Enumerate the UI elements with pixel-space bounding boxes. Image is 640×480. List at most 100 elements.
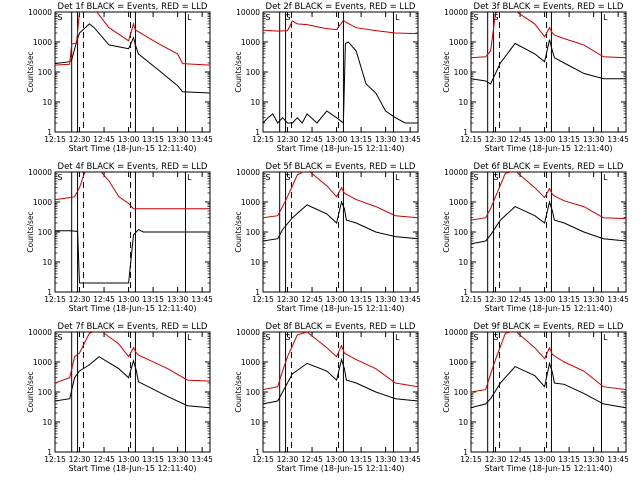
y-tick-label: 100: [454, 228, 469, 237]
y-tick-label: 10: [458, 258, 468, 267]
x-tick-label: 13:45: [191, 455, 213, 464]
x-tick-label: 13:30: [375, 135, 397, 144]
x-tick-label: 12:45: [93, 135, 115, 144]
x-tick-label: 12:30: [69, 455, 91, 464]
y-tick-label: 10000: [444, 8, 468, 17]
interval-marker: L: [395, 13, 400, 22]
y-tick-label: 1000: [449, 358, 468, 367]
panel-det-6: Det 6f BLACK = Events, RED = LLD 1 10 100 10…: [442, 162, 629, 313]
interval-marker: S: [265, 333, 270, 342]
y-tick-label: 1000: [241, 38, 260, 47]
interval-marker: S: [57, 333, 62, 342]
y-tick-label: 1: [255, 288, 260, 297]
y-tick-label: 10: [458, 98, 468, 107]
panel-title: Det 6f BLACK = Events, RED = LLD: [474, 162, 624, 172]
x-tick-label: 13:15: [350, 295, 372, 304]
series-lld: [263, 172, 418, 219]
x-tick-label: 12:45: [509, 455, 531, 464]
panel-title: Det 1f BLACK = Events, RED = LLD: [58, 2, 208, 12]
y-tick-label: 10000: [236, 328, 260, 337]
x-tick-label: 13:00: [326, 455, 348, 464]
y-axis-label: Counts/sec: [234, 371, 243, 412]
interval-marker: L: [187, 13, 192, 22]
y-axis-label: Counts/sec: [26, 371, 35, 412]
x-tick-label: 13:30: [375, 295, 397, 304]
x-tick-label: 13:45: [399, 295, 421, 304]
interval-marker: S: [265, 173, 270, 182]
interval-marker: S: [473, 333, 478, 342]
x-tick-label: 13:45: [191, 295, 213, 304]
x-tick-label: 13:30: [375, 455, 397, 464]
y-tick-label: 100: [38, 228, 53, 237]
x-tick-label: 12:45: [93, 295, 115, 304]
interval-marker: S: [473, 173, 478, 182]
panel-title: Det 7f BLACK = Events, RED = LLD: [58, 322, 208, 332]
y-tick-label: 10000: [236, 8, 260, 17]
panel-det-7: Det 7f BLACK = Events, RED = LLD 1 10 100 10…: [26, 322, 213, 473]
interval-marker: G: [492, 173, 498, 182]
x-tick-label: 12:45: [301, 455, 323, 464]
interval-marker: G: [492, 13, 498, 22]
interval-marker: L: [603, 173, 608, 182]
y-tick-label: 10000: [236, 168, 260, 177]
x-axis-label: Start Time (18-Jun-15 12:11:40): [69, 464, 197, 473]
y-tick-label: 100: [246, 68, 261, 77]
y-tick-label: 100: [38, 68, 53, 77]
series-events: [471, 39, 626, 85]
x-axis-label: Start Time (18-Jun-15 12:11:40): [277, 464, 405, 473]
x-axis-label: Start Time (18-Jun-15 12:11:40): [69, 144, 197, 153]
x-tick-label: 13:45: [399, 135, 421, 144]
x-tick-label: 13:15: [142, 135, 164, 144]
y-tick-label: 10000: [28, 168, 52, 177]
x-tick-label: 13:00: [326, 295, 348, 304]
plot-frame: [262, 331, 419, 453]
x-tick-label: 12:30: [277, 135, 299, 144]
y-tick-label: 1000: [449, 198, 468, 207]
x-tick-label: 13:30: [583, 455, 605, 464]
x-tick-label: 12:15: [252, 295, 274, 304]
y-axis-label: Counts/sec: [26, 51, 35, 92]
x-axis-label: Start Time (18-Jun-15 12:11:40): [485, 464, 613, 473]
interval-marker: L: [603, 13, 608, 22]
y-tick-label: 1: [463, 448, 468, 457]
x-axis-label: Start Time (18-Jun-15 12:11:40): [277, 144, 405, 153]
x-axis-label: Start Time (18-Jun-15 12:11:40): [485, 144, 613, 153]
y-tick-label: 1: [463, 288, 468, 297]
y-tick-label: 100: [246, 228, 261, 237]
interval-marker: G: [284, 13, 290, 22]
x-tick-label: 13:00: [534, 455, 556, 464]
x-tick-label: 12:30: [485, 295, 507, 304]
interval-marker: L: [395, 333, 400, 342]
series-lld: [263, 332, 418, 391]
y-tick-label: 10: [250, 258, 260, 267]
plot-frame: [262, 11, 419, 133]
x-tick-label: 12:15: [252, 455, 274, 464]
x-tick-label: 13:45: [607, 455, 629, 464]
y-axis-label: Counts/sec: [442, 211, 451, 252]
x-tick-label: 13:00: [118, 135, 140, 144]
y-tick-label: 1000: [33, 38, 52, 47]
series-events: [55, 228, 210, 284]
x-axis-label: Start Time (18-Jun-15 12:11:40): [277, 304, 405, 313]
panel-det-5: Det 5f BLACK = Events, RED = LLD 1 10 100 10…: [234, 162, 421, 313]
x-tick-label: 12:15: [44, 295, 66, 304]
y-tick-label: 1000: [241, 358, 260, 367]
x-tick-label: 12:15: [460, 135, 482, 144]
series-lld: [55, 332, 210, 384]
y-tick-label: 1: [47, 128, 52, 137]
x-tick-label: 13:15: [350, 455, 372, 464]
x-tick-label: 13:15: [558, 455, 580, 464]
x-tick-label: 12:45: [93, 455, 115, 464]
series-events: [55, 356, 210, 409]
panel-title: Det 9f BLACK = Events, RED = LLD: [474, 322, 624, 332]
y-tick-label: 1: [255, 128, 260, 137]
series-events: [263, 41, 418, 125]
interval-marker: L: [395, 173, 400, 182]
series-events: [263, 357, 418, 405]
x-tick-label: 12:15: [460, 455, 482, 464]
x-tick-label: 13:45: [191, 135, 213, 144]
y-tick-label: 1: [255, 448, 260, 457]
y-axis-label: Counts/sec: [234, 211, 243, 252]
x-tick-label: 13:45: [607, 295, 629, 304]
